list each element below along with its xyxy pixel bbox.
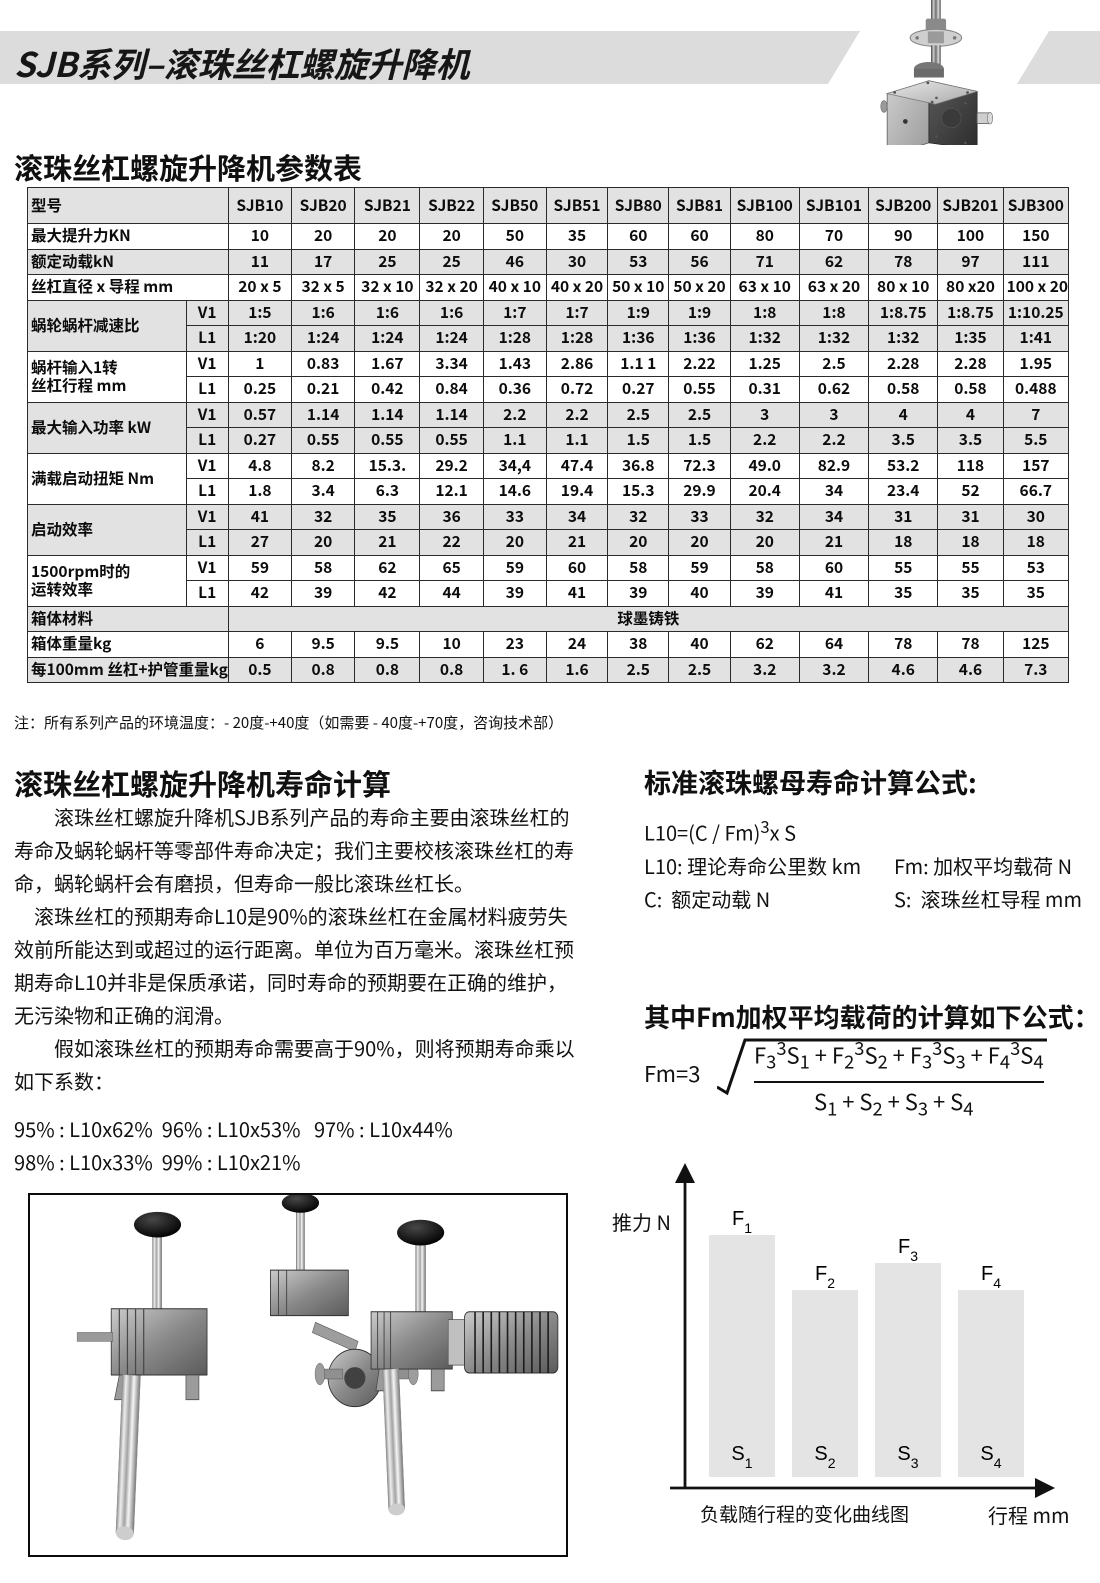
svg-text:F3: F3 xyxy=(898,1236,918,1264)
svg-text:F1: F1 xyxy=(732,1208,752,1236)
svg-text:F2: F2 xyxy=(815,1263,835,1291)
svg-text:F4: F4 xyxy=(981,1263,1001,1291)
svg-text:S3: S3 xyxy=(897,1443,918,1471)
svg-text:S4: S4 xyxy=(980,1443,1001,1471)
svg-text:S1: S1 xyxy=(731,1443,752,1471)
svg-text:S2: S2 xyxy=(814,1443,835,1471)
